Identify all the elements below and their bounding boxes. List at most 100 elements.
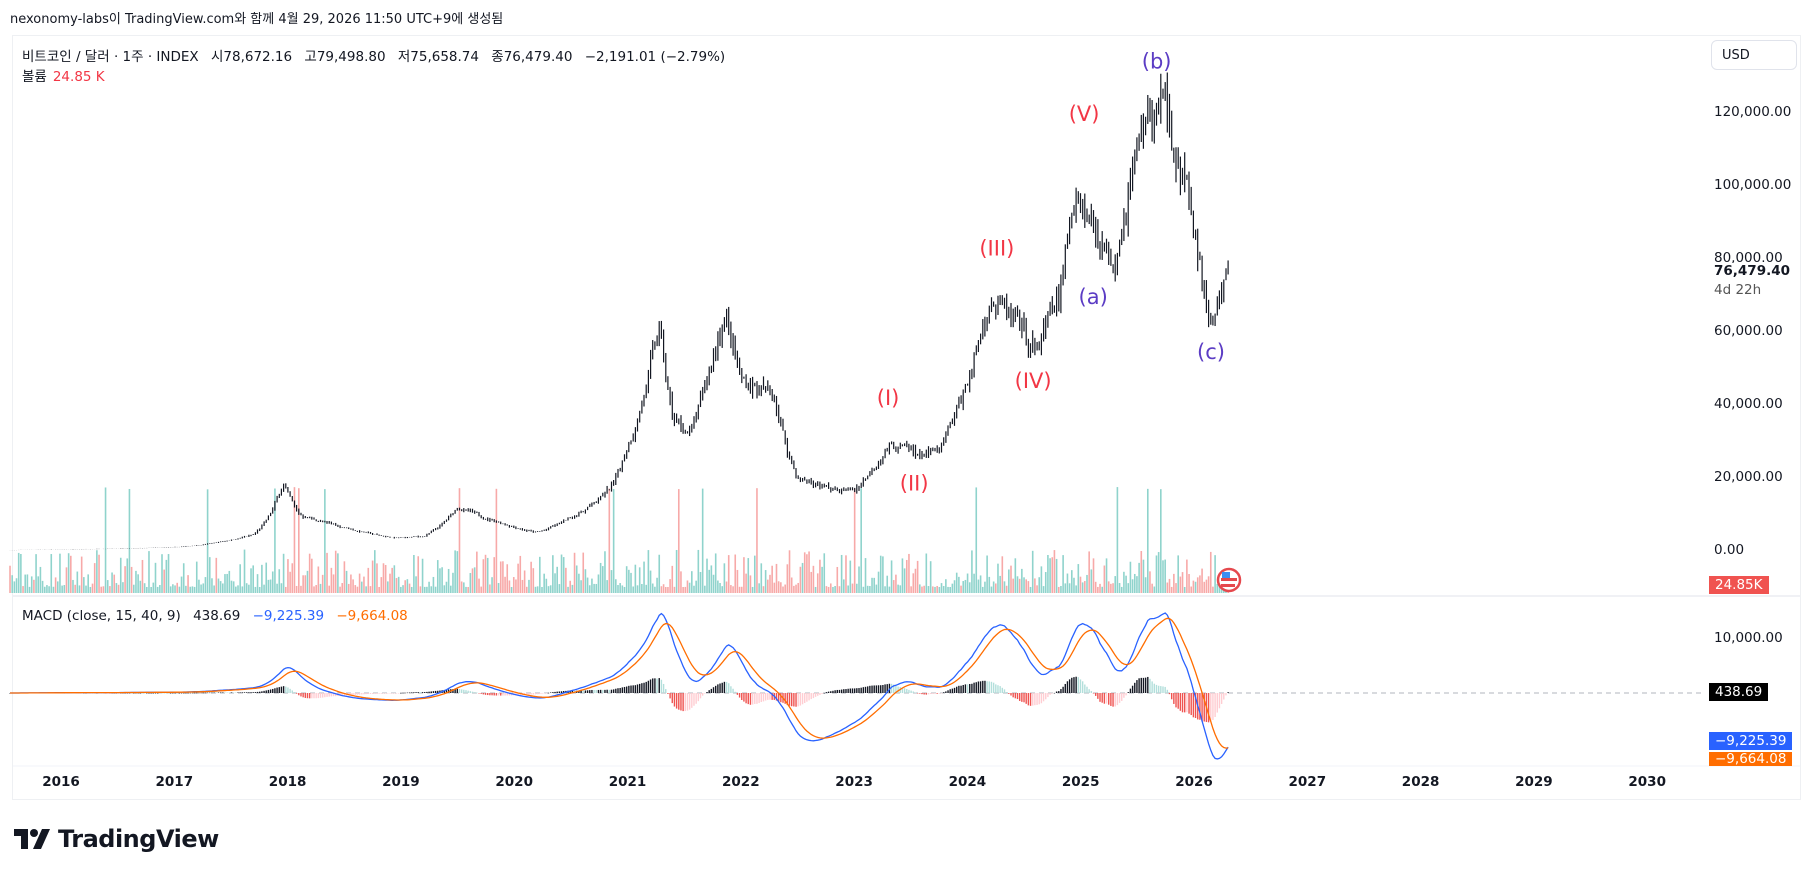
macd-histogram-bar xyxy=(456,688,459,693)
macd-histogram-bar xyxy=(332,693,335,697)
volume-bar xyxy=(404,580,406,593)
volume-bar xyxy=(65,567,68,593)
volume-bar xyxy=(226,573,228,593)
macd-histogram-bar xyxy=(319,693,322,698)
currency-button[interactable]: USD xyxy=(1711,40,1797,70)
macd-histogram-bar xyxy=(495,693,498,696)
macd-histogram-bar xyxy=(882,684,884,693)
macd-histogram-bar xyxy=(764,693,767,701)
volume-bar xyxy=(354,585,357,593)
logo-text: TradingView xyxy=(58,825,219,853)
volume-bar xyxy=(664,586,667,593)
macd-histogram-bar xyxy=(992,682,995,693)
macd-histogram-bar xyxy=(1179,693,1182,711)
macd-histogram-bar xyxy=(1136,680,1138,693)
macd-histogram-bar xyxy=(858,688,860,693)
macd-histogram-bar xyxy=(649,679,652,693)
macd-histogram-bar xyxy=(695,693,697,704)
macd-histogram-bar xyxy=(762,693,765,702)
volume-bar xyxy=(1094,581,1097,593)
volume-bar xyxy=(986,555,988,593)
volume-bar xyxy=(510,586,513,593)
volume-bar xyxy=(966,573,969,593)
macd-histogram-bar xyxy=(469,691,472,693)
volume-bar xyxy=(508,580,511,593)
volume-bar xyxy=(586,577,589,593)
macd-histogram-bar xyxy=(280,686,283,693)
volume-bar xyxy=(1131,579,1134,593)
volume-bar xyxy=(206,489,209,593)
macd-histogram-bar xyxy=(688,693,691,710)
volume-bar xyxy=(843,579,845,593)
macd-histogram-bar xyxy=(384,693,387,694)
macd-histogram-bar xyxy=(467,690,469,693)
macd-histogram-bar xyxy=(437,690,439,693)
volume-bar xyxy=(476,551,478,593)
macd-tag: −9,225.39 xyxy=(1709,732,1793,750)
volume-bar xyxy=(654,586,656,593)
volume-bar xyxy=(951,583,954,593)
volume-bar xyxy=(72,579,74,593)
macd-histogram-bar xyxy=(1140,677,1142,693)
macd-histogram-bar xyxy=(473,692,476,693)
macd-histogram-bar xyxy=(756,693,758,704)
macd-histogram-bar xyxy=(862,687,865,693)
macd-histogram-bar xyxy=(571,690,574,693)
macd-histogram-bar xyxy=(1032,693,1034,706)
volume-bar xyxy=(923,585,925,593)
volume-bar xyxy=(378,586,380,593)
volume-bar xyxy=(1101,586,1103,593)
volume-bar xyxy=(185,585,187,593)
volume-bar xyxy=(1047,554,1049,593)
volume-bar xyxy=(165,559,168,593)
macd-histogram-bar xyxy=(625,686,628,693)
macd-histogram-bar xyxy=(250,692,252,693)
macd-title[interactable]: MACD (close, 15, 40, 9) xyxy=(22,608,181,624)
volume-bar xyxy=(315,585,317,593)
macd-histogram-bar xyxy=(940,693,943,694)
volume-bar xyxy=(856,583,858,593)
macd-histogram-bar xyxy=(684,693,686,712)
volume-bar xyxy=(491,577,493,593)
volume-bar xyxy=(347,583,350,593)
volume-tag: 24.85K xyxy=(1709,576,1769,594)
tradingview-logo[interactable]: TradingView xyxy=(14,825,219,853)
macd-histogram-bar xyxy=(914,692,917,694)
volume-bar xyxy=(992,581,995,593)
macd-histogram-bar xyxy=(1218,693,1221,709)
volume-label[interactable]: 볼륨 xyxy=(22,69,47,85)
volume-bar xyxy=(63,585,66,593)
macd-histogram-bar xyxy=(159,692,161,694)
volume-bar xyxy=(645,584,648,593)
macd-histogram-bar xyxy=(545,693,548,694)
macd-histogram-bar xyxy=(228,692,231,694)
macd-histogram-bar xyxy=(699,693,702,699)
macd-histogram-bar xyxy=(997,685,999,693)
volume-bar xyxy=(74,584,76,593)
macd-histogram-bar xyxy=(634,685,637,693)
volume-bar xyxy=(417,556,420,593)
volume-bar xyxy=(117,584,120,593)
volume-bar xyxy=(1116,487,1119,593)
volume-bar xyxy=(732,586,734,593)
macd-histogram-bar xyxy=(243,692,246,693)
macd-histogram-bar xyxy=(321,693,324,698)
macd-histogram-bar xyxy=(584,690,587,693)
volume-bar xyxy=(1064,583,1067,593)
us-flag-icon[interactable] xyxy=(1216,567,1242,593)
volume-bar xyxy=(146,586,148,593)
volume-bar xyxy=(1077,564,1080,593)
signal-value: −9,664.08 xyxy=(336,608,408,624)
macd-histogram-bar xyxy=(799,693,802,706)
volume-bar xyxy=(578,573,580,593)
volume-bar xyxy=(334,550,337,593)
volume-bar xyxy=(11,575,13,593)
macd-histogram-bar xyxy=(1023,693,1025,703)
volume-bar xyxy=(545,578,548,593)
symbol-title[interactable]: 비트코인 / 달러 · 1주 · INDEX xyxy=(22,49,199,65)
time-tick: 2016 xyxy=(42,774,80,790)
volume-bar xyxy=(1079,576,1082,593)
volume-bar xyxy=(1142,559,1145,593)
volume-bar xyxy=(625,566,628,593)
